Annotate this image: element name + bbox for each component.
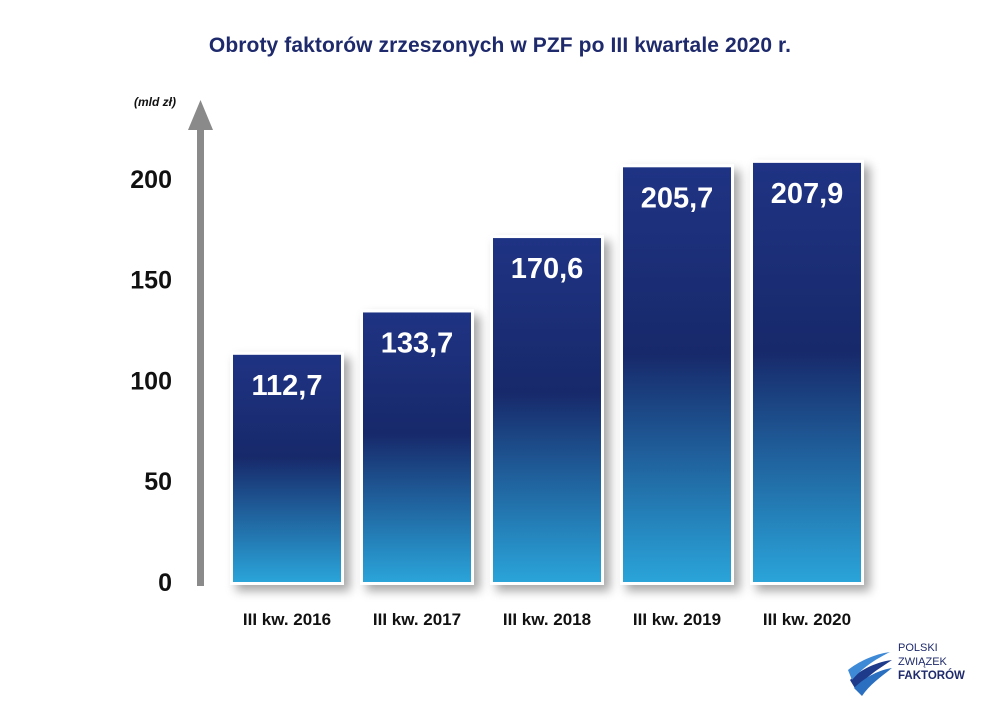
x-tick-label: III kw. 2019 xyxy=(633,610,721,629)
y-axis-line xyxy=(197,126,204,586)
x-tick-label: III kw. 2017 xyxy=(373,610,461,629)
y-tick-label: 200 xyxy=(130,166,172,194)
x-tick-label: III kw. 2020 xyxy=(763,610,851,629)
bar xyxy=(233,354,341,582)
chart-title: Obroty faktorów zrzeszonych w PZF po III… xyxy=(208,34,792,57)
bar-value-label: 112,7 xyxy=(252,370,323,402)
bar xyxy=(363,312,471,582)
pzf-logo: POLSKI ZWIĄZEK FAKTORÓW xyxy=(846,640,986,700)
bar xyxy=(753,162,861,582)
bar-value-label: 207,9 xyxy=(771,178,844,210)
y-tick-label: 100 xyxy=(130,367,172,395)
bar-value-label: 205,7 xyxy=(641,182,714,214)
y-tick-label: 0 xyxy=(158,569,172,597)
bar xyxy=(623,167,731,582)
y-tick-label: 150 xyxy=(130,267,172,295)
bar-value-label: 133,7 xyxy=(381,327,454,359)
y-axis-arrowhead xyxy=(188,100,213,130)
logo-line-2: ZWIĄZEK xyxy=(898,656,947,668)
pzf-logo-text: POLSKI ZWIĄZEK FAKTORÓW xyxy=(898,641,965,683)
y-axis-label: (mld zł) xyxy=(134,95,176,109)
bar-value-label: 170,6 xyxy=(511,253,584,285)
pzf-logo-mark xyxy=(848,652,892,696)
bar-group xyxy=(620,164,734,585)
bar-group xyxy=(750,159,864,585)
logo-line-3: FAKTORÓW xyxy=(898,670,965,682)
x-tick-label: III kw. 2018 xyxy=(503,610,591,629)
x-tick-label: III kw. 2016 xyxy=(243,610,331,629)
bar xyxy=(493,238,601,582)
bar-group xyxy=(360,309,474,585)
bar-group xyxy=(230,351,344,585)
y-tick-label: 50 xyxy=(144,468,172,496)
logo-line-1: POLSKI xyxy=(898,642,938,654)
bar-group xyxy=(490,235,604,585)
